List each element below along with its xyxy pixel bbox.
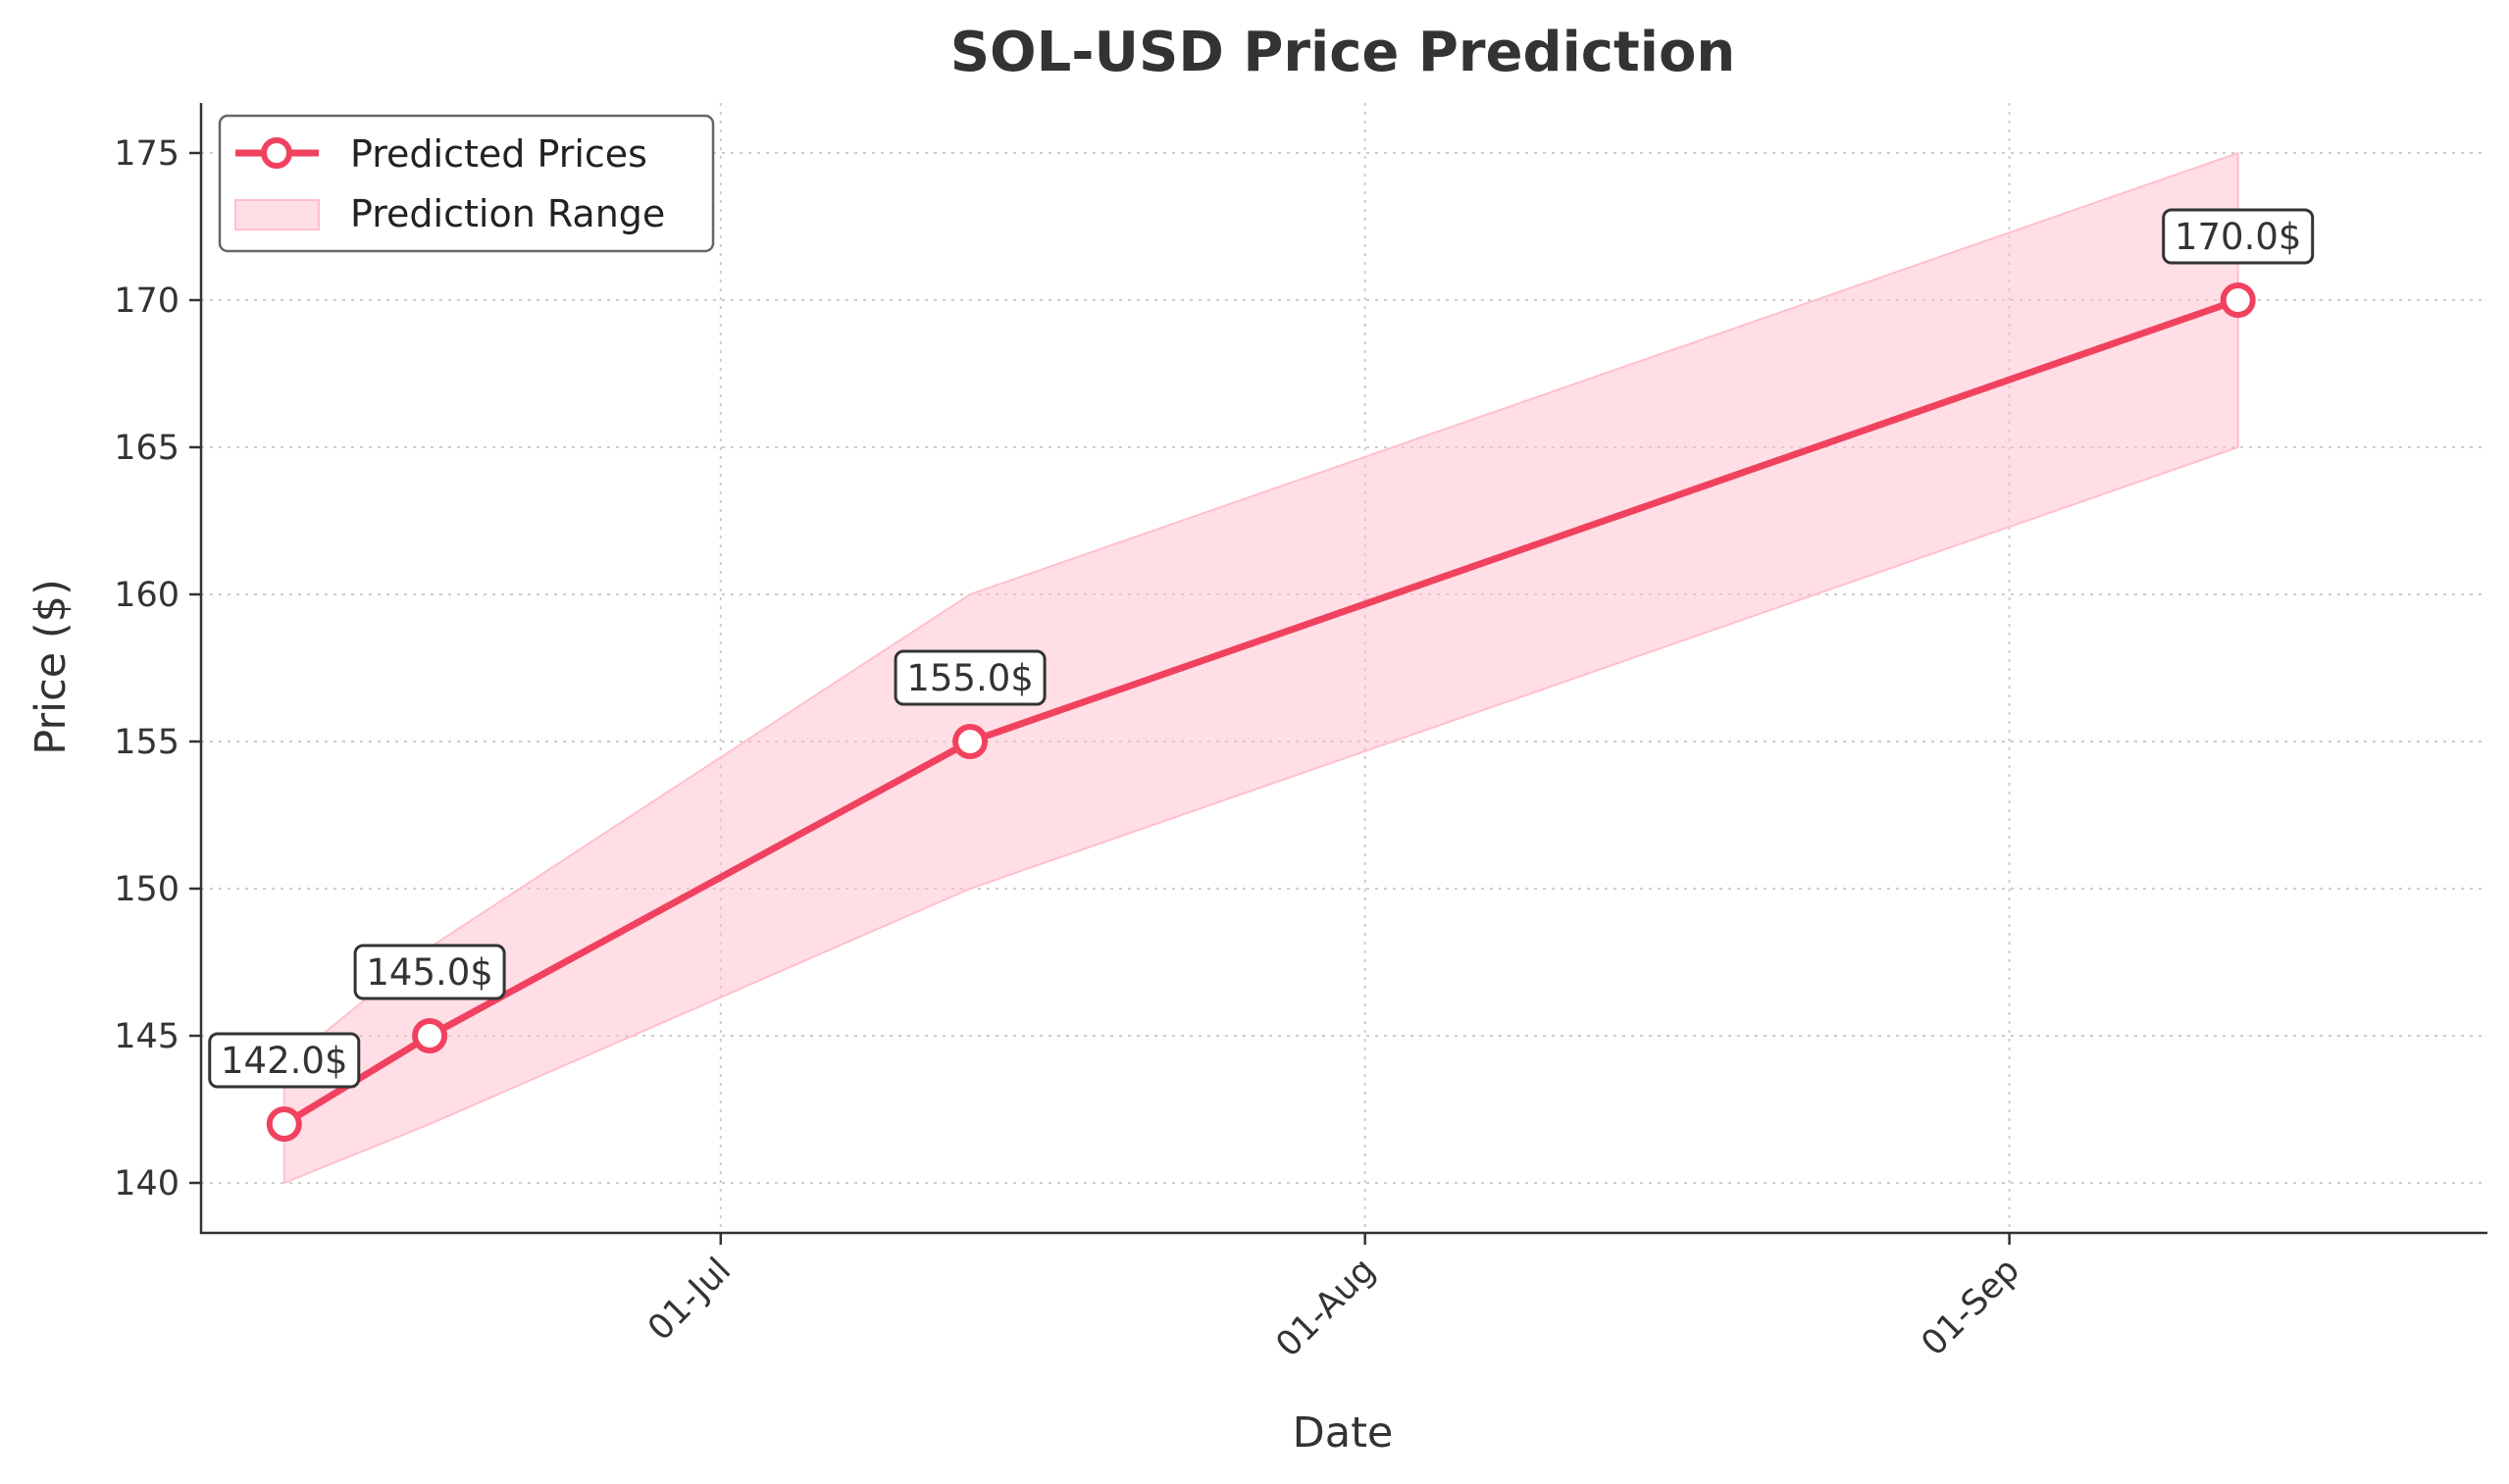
y-tick-label: 145 (114, 1017, 179, 1056)
price-marker (412, 1018, 448, 1053)
legend-marker-swatch (261, 137, 292, 169)
prediction-range-band (282, 151, 2239, 1185)
y-tick-label: 155 (114, 723, 179, 762)
annotation-box (2162, 208, 2315, 265)
price-marker (266, 1106, 302, 1142)
x-axis-label: Date (1293, 1408, 1394, 1458)
x-tick-label: 01-Sep (1915, 1251, 2027, 1363)
chart-title: SOL-USD Price Prediction (950, 21, 1736, 84)
legend-box (218, 114, 715, 253)
price-marker (2220, 282, 2256, 318)
annotation-label: 155.0$ (906, 657, 1033, 699)
annotation-label: 142.0$ (221, 1040, 347, 1082)
annotation-box (353, 944, 506, 1000)
annotation-label: 170.0$ (2175, 216, 2301, 258)
price-annotation: 170.0$ (2162, 208, 2315, 265)
annotation-box (208, 1032, 361, 1089)
price-annotation: 142.0$ (208, 1032, 361, 1089)
prediction-range-band-layer (282, 151, 2239, 1185)
legend: Predicted Prices Prediction Range (218, 114, 715, 253)
price-marker (952, 724, 989, 759)
predicted-price-markers (266, 282, 2256, 1142)
annotation-label: 145.0$ (366, 951, 492, 994)
y-tick-label: 160 (114, 576, 179, 615)
legend-label-predicted: Predicted Prices (350, 132, 647, 176)
axis-spines (199, 103, 2487, 1235)
price-annotation: 145.0$ (353, 944, 506, 1000)
legend-band-swatch (234, 199, 320, 230)
y-tick-label: 165 (114, 429, 179, 468)
price-annotation: 155.0$ (894, 649, 1047, 706)
legend-label-range: Prediction Range (350, 192, 665, 235)
x-tick-label: 01-Jul (640, 1251, 739, 1349)
x-tick-label: 01-Aug (1269, 1251, 1383, 1364)
price-annotations: 142.0$ 145.0$ 155.0$ 170.0$ (208, 208, 2315, 1089)
y-tick-label: 150 (114, 870, 179, 909)
y-tick-label: 175 (114, 134, 179, 174)
annotation-box (894, 649, 1047, 706)
y-tick-label: 170 (114, 281, 179, 321)
y-tick-label: 140 (114, 1164, 179, 1203)
y-axis-label: Price ($) (26, 579, 76, 754)
